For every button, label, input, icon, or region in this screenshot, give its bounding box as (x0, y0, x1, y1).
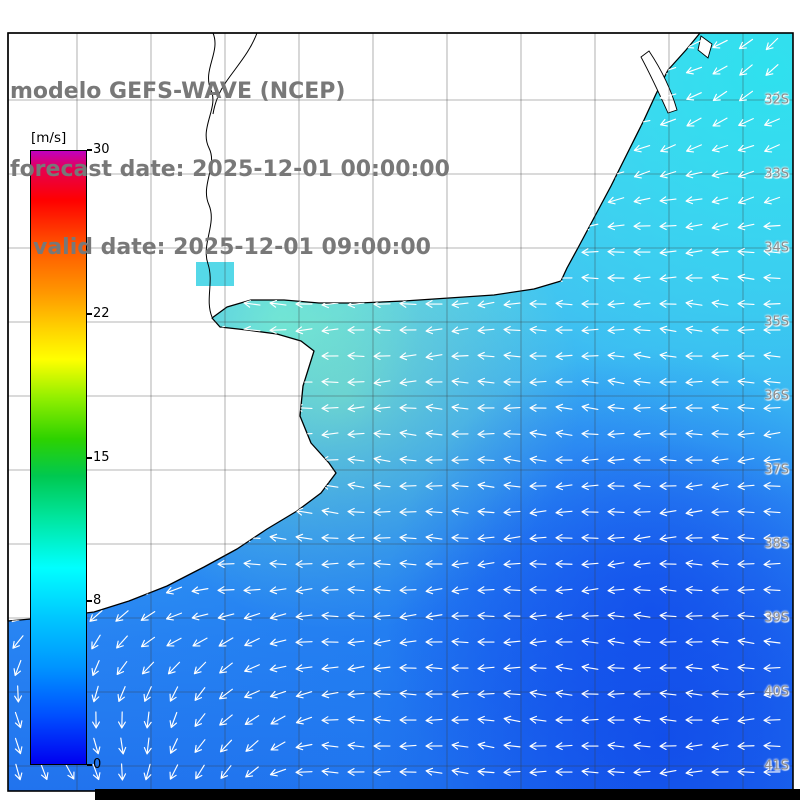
title-block: modelo GEFS-WAVE (NCEP) forecast date: 2… (10, 27, 450, 313)
latitude-label: 40S (764, 684, 789, 700)
colorbar-tick-mark (87, 456, 92, 459)
latitude-label: 41S (764, 758, 789, 774)
colorbar-tick-label: 30 (93, 142, 110, 157)
colorbar-tick-mark (87, 600, 92, 602)
bottom-axis-bar (95, 789, 800, 800)
latitude-label: 35S (764, 314, 789, 330)
latitude-label: 34S (764, 240, 789, 256)
river-lines (205, 32, 258, 318)
colorbar-tick-mark (87, 149, 92, 151)
latitude-label: 33S (764, 166, 789, 182)
colorbar-gradient (30, 150, 87, 765)
latitude-label: 37S (764, 462, 789, 478)
model-title: modelo GEFS-WAVE (NCEP) (10, 79, 346, 104)
latitude-label: 39S (764, 610, 789, 626)
island-outline (697, 35, 713, 59)
colorbar-tick-mark (87, 764, 92, 766)
latitude-label: 36S (764, 388, 789, 404)
lagoon-outline (640, 50, 678, 114)
land-coastline (7, 32, 701, 622)
colorbar-tick-label: 8 (93, 593, 102, 608)
colorbar-unit-label: [m/s] (31, 130, 67, 146)
latitude-label: 32S (764, 92, 789, 108)
colorbar-tick-label: 15 (93, 449, 110, 465)
colorbar-tick-mark (87, 313, 92, 315)
colorbar-tick-label: 22 (93, 306, 110, 321)
latitude-label: 38S (764, 536, 789, 552)
valid-date: valid date: 2025-12-01 09:00:00 (10, 235, 431, 260)
forecast-date: forecast date: 2025-12-01 00:00:00 (10, 157, 450, 182)
coastal-water-cell (196, 262, 234, 286)
colorbar-tick-label: 0 (93, 757, 102, 772)
